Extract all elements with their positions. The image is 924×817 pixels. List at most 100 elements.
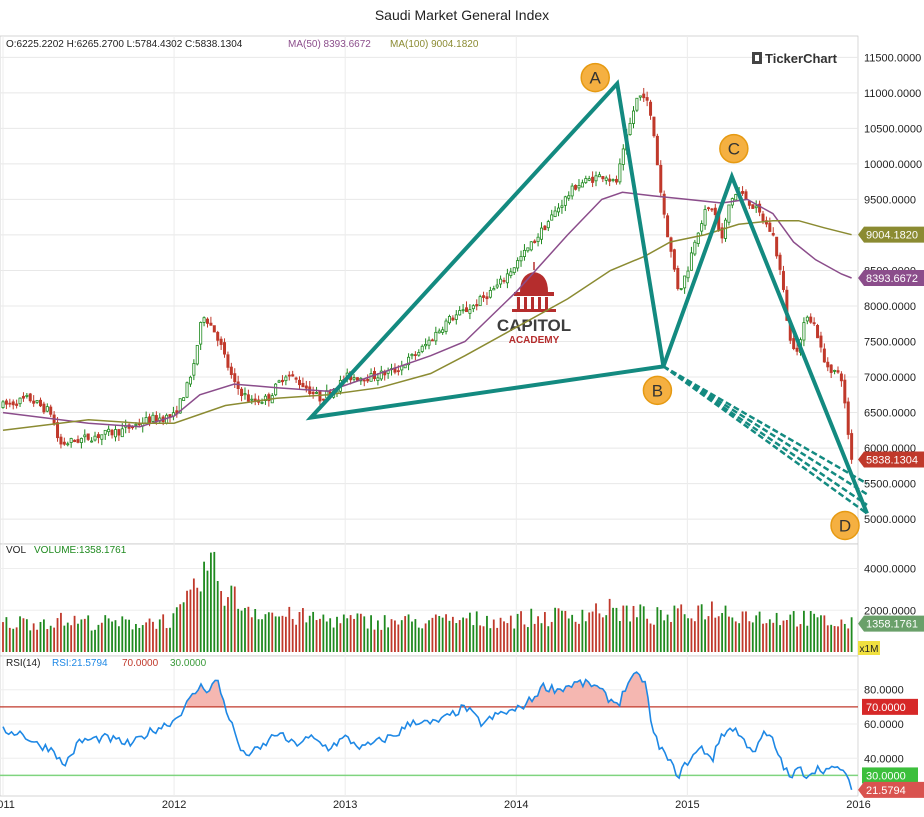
pattern-point-c-label: C	[728, 140, 740, 159]
candle-body	[488, 290, 492, 298]
volume-unit-badge	[858, 641, 880, 655]
volume-bar	[63, 625, 66, 652]
volume-bar	[346, 618, 349, 652]
candle-body	[526, 247, 530, 252]
volume-bar	[636, 617, 638, 652]
candle-body	[775, 236, 779, 257]
volume-bar	[209, 552, 212, 652]
volume-bar	[615, 607, 618, 652]
candle-body	[550, 214, 554, 221]
volume-bar	[376, 620, 379, 652]
candle-body	[69, 438, 73, 443]
volume-bar	[5, 617, 8, 652]
candle-body	[482, 295, 486, 298]
price-tick-label: 7500.0000	[864, 337, 916, 349]
volume-bar	[172, 613, 175, 652]
candle-body	[376, 377, 380, 381]
volume-bar	[618, 620, 621, 652]
volume-bar	[499, 617, 502, 652]
candle-body	[843, 379, 847, 404]
candle-body	[178, 398, 182, 414]
candle-body	[96, 434, 100, 439]
volume-bar	[36, 629, 38, 652]
volume-bar	[704, 619, 706, 652]
candle-body	[495, 284, 499, 288]
moving-averages	[2, 191, 852, 432]
volume-bar	[332, 627, 335, 652]
ohlc-readout: O:6225.2202 H:6265.2700 L:5784.4302 C:58…	[6, 39, 243, 50]
candle-body	[632, 110, 636, 124]
candle-body	[567, 195, 571, 199]
volume-bar	[264, 614, 267, 652]
candle-body	[430, 339, 434, 342]
price-tick-label: 11000.0000	[864, 88, 921, 100]
candle-body	[833, 369, 837, 372]
volume-bar	[588, 612, 591, 652]
volume-tick-label: 2000.0000	[864, 605, 916, 617]
candle-body	[597, 174, 601, 178]
candle-body	[110, 429, 114, 436]
candle-body	[274, 383, 278, 396]
volume-bar	[390, 619, 393, 652]
candle-body	[83, 434, 87, 438]
volume-bar	[690, 618, 693, 652]
volume-bar	[731, 617, 734, 652]
candle-body	[291, 374, 295, 377]
candle-body	[802, 322, 806, 341]
candle-body	[727, 204, 731, 223]
ma50-value-badge	[858, 269, 924, 286]
volume-bar	[363, 616, 366, 652]
candle-body	[826, 361, 830, 368]
ma-line-100	[2, 219, 852, 432]
volume-bar	[506, 623, 509, 652]
ma50-readout: MA(50) 8393.6672	[288, 39, 371, 50]
candle-body	[713, 207, 717, 216]
volume-bar	[595, 603, 597, 652]
volume-bar	[244, 607, 246, 652]
candle-body	[591, 176, 595, 183]
rsi-overbought-fill	[186, 680, 224, 707]
volume-series-readout: VOLUME:1358.1761	[34, 545, 127, 556]
candle-body	[42, 403, 46, 413]
volume-bar	[206, 570, 209, 652]
volume-bar	[308, 615, 311, 652]
price-tick-label: 6500.0000	[864, 408, 916, 420]
candle-body	[458, 310, 462, 316]
candle-body	[587, 178, 591, 181]
candle-body	[645, 97, 649, 101]
volume-bar	[543, 612, 546, 652]
volume-bar	[693, 621, 696, 652]
year-tick-label: 2016	[846, 799, 870, 811]
volume-bar	[421, 628, 424, 652]
candle-body	[4, 400, 8, 405]
volume-bar	[387, 627, 390, 652]
pattern-point-b-label: B	[652, 381, 663, 400]
volume-bar	[820, 615, 822, 652]
price-tick-label: 11500.0000	[864, 52, 921, 64]
candle-body	[700, 223, 704, 232]
volume-bar	[751, 622, 754, 652]
volume-bar	[482, 626, 485, 652]
volume-bar	[46, 629, 49, 652]
volume-bar	[271, 612, 274, 652]
volume-bar	[49, 625, 52, 652]
candle-body	[93, 435, 97, 441]
volume-bar	[138, 627, 141, 652]
candle-body	[223, 342, 227, 355]
volume-bar	[789, 614, 792, 652]
price-tick-label: 10500.0000	[864, 123, 922, 135]
candle-body	[809, 316, 813, 323]
candle-body	[233, 373, 237, 383]
volume-bar	[721, 613, 724, 652]
candle-body	[1, 401, 5, 408]
candle-body	[512, 267, 516, 274]
candle-body	[502, 280, 506, 282]
candle-body	[62, 441, 66, 445]
capitol-academy-watermark: CAPITOL ACADEMY	[497, 262, 571, 346]
volume-bar	[83, 618, 86, 652]
volume-bar	[366, 628, 369, 652]
volume-bar	[329, 618, 332, 652]
candle-body	[209, 322, 213, 326]
pattern-target-line	[662, 365, 868, 496]
volume-bar	[189, 589, 192, 652]
